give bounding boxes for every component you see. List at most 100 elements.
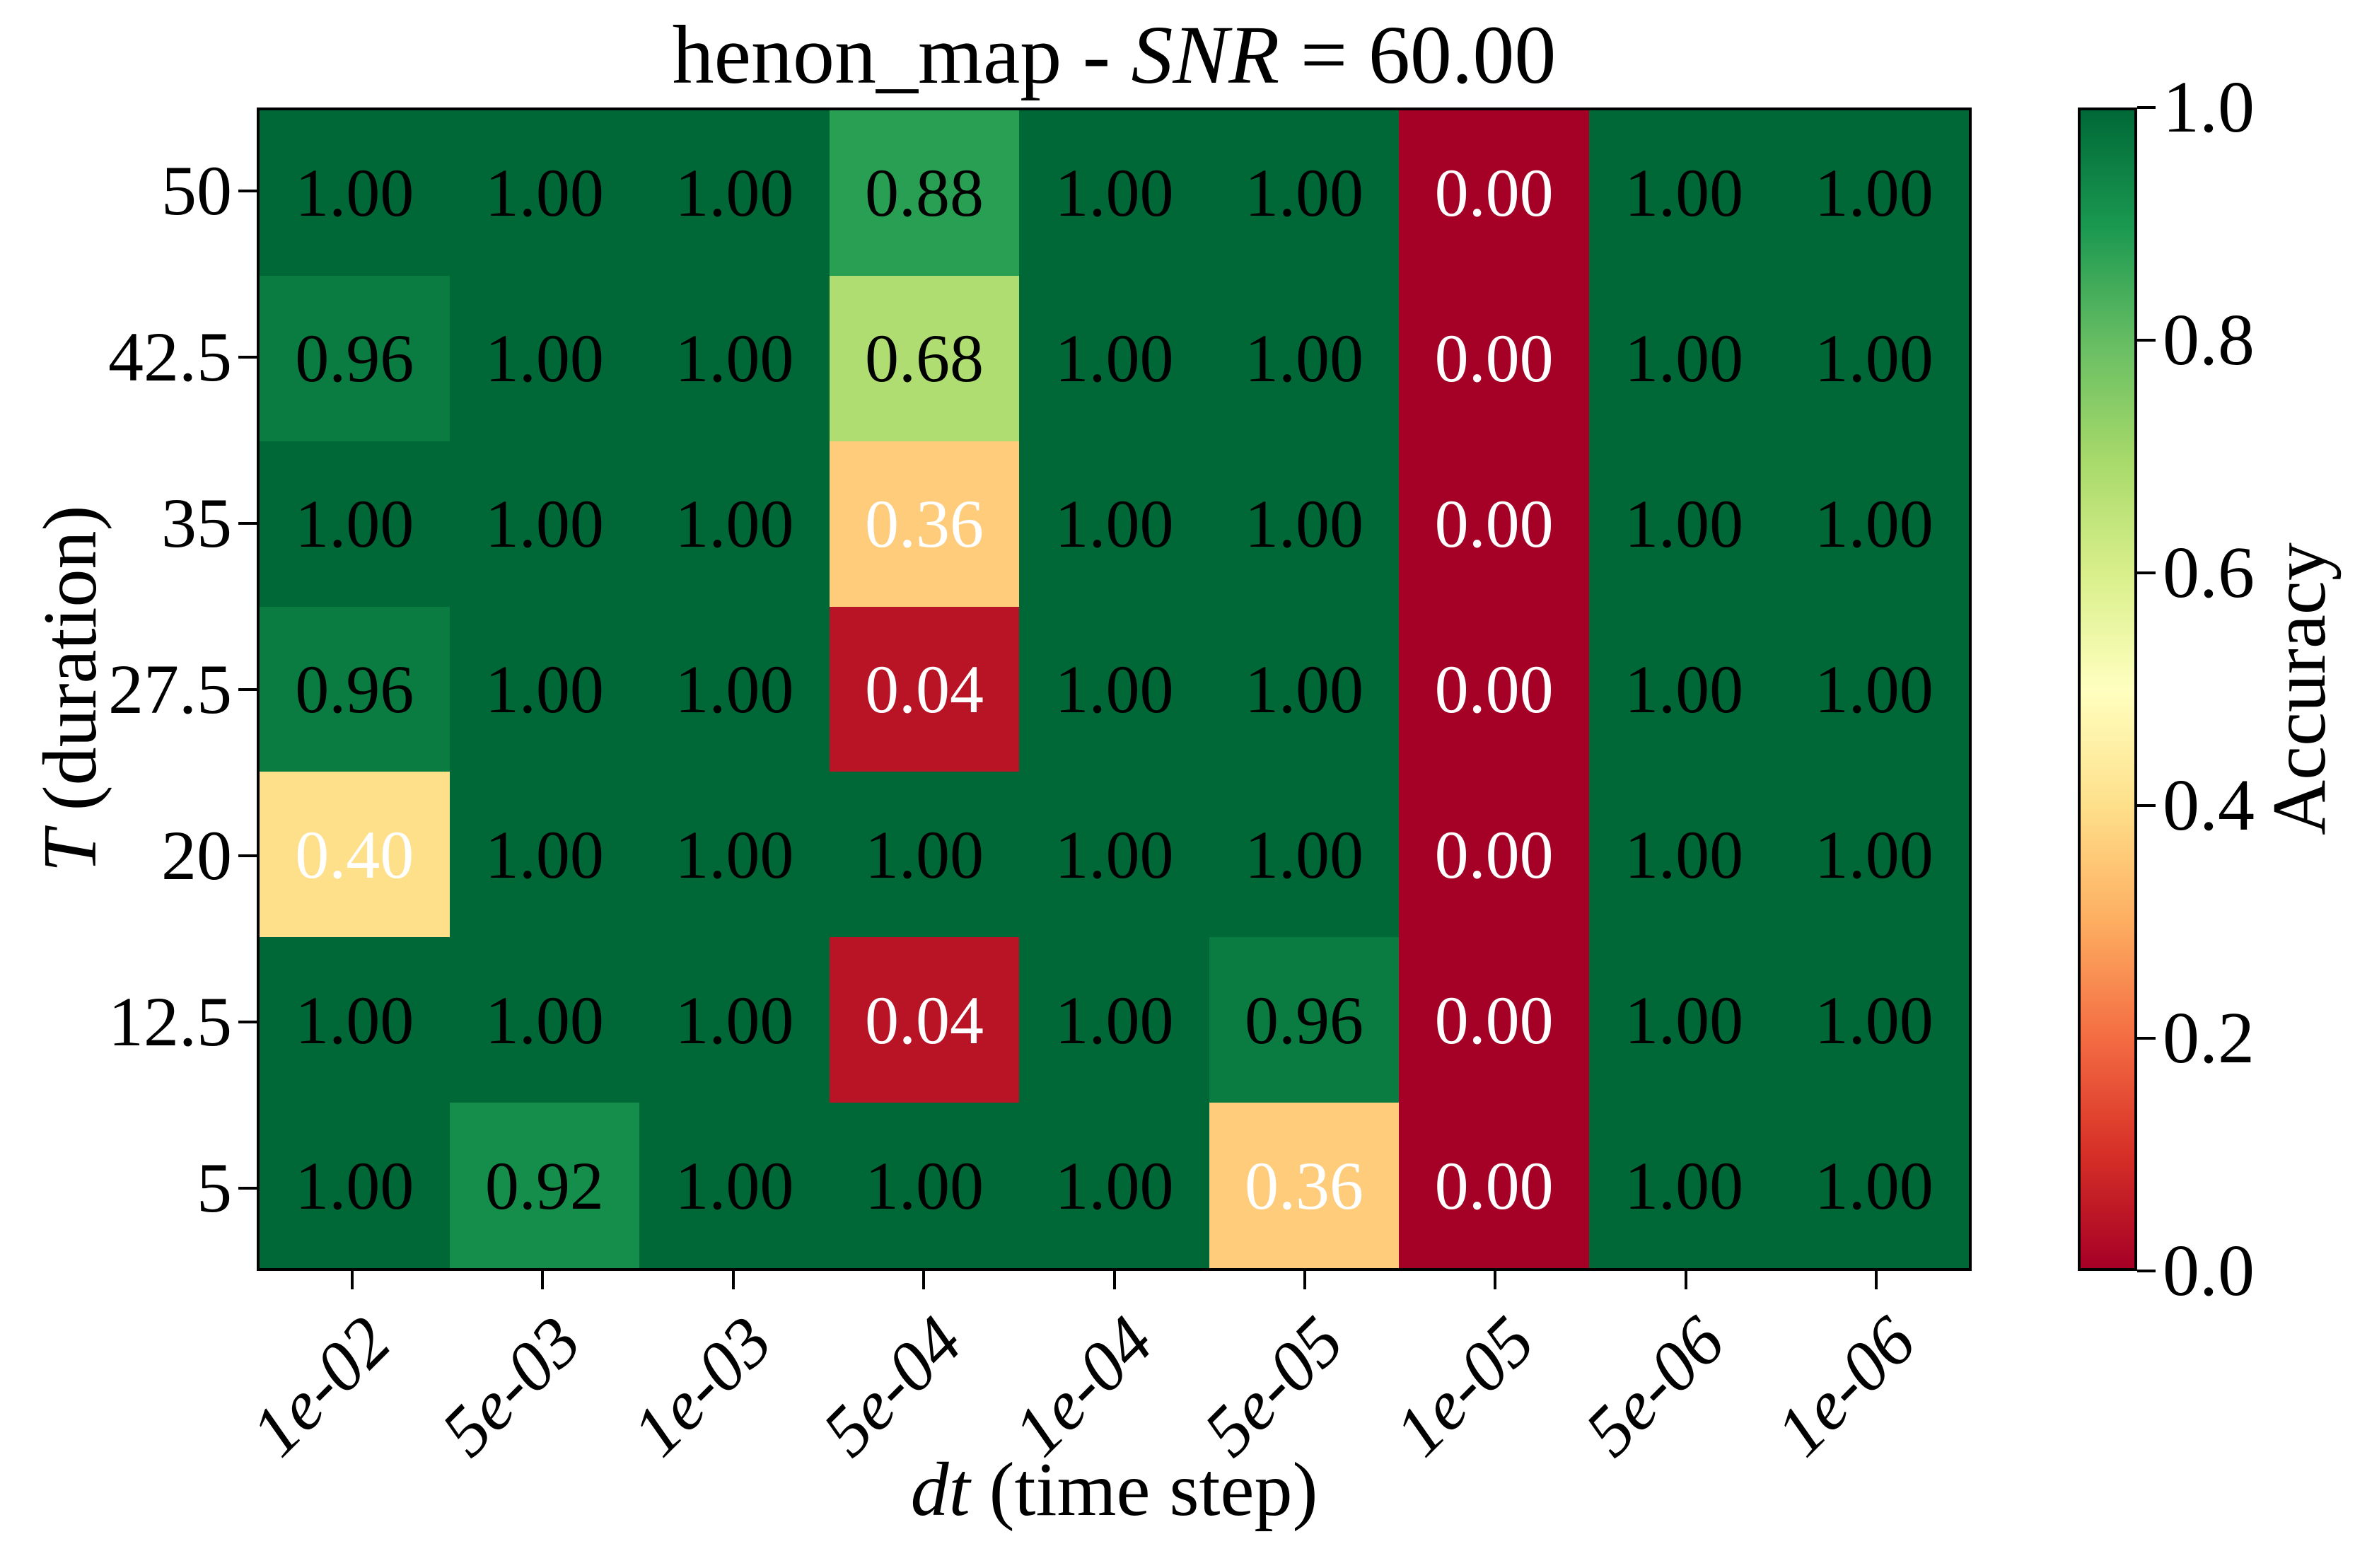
- x-axis-label-text: (time step): [970, 1448, 1318, 1532]
- heatmap-cell: 1.00: [639, 606, 830, 772]
- heatmap-cell-value: 1.00: [1624, 651, 1744, 727]
- heatmap-cell: 1.00: [829, 1103, 1020, 1268]
- x-tick-mark: [731, 1271, 735, 1289]
- colorbar-tick-mark: [2137, 571, 2156, 574]
- heatmap-cell: 1.00: [449, 110, 640, 276]
- heatmap-cell-value: 1.00: [864, 1147, 984, 1224]
- heatmap-cell-value: 0.00: [1434, 1147, 1554, 1224]
- heatmap-cell: 1.00: [449, 606, 640, 772]
- heatmap-cell-value: 1.00: [484, 651, 604, 727]
- title-snr-symbol: SNR: [1131, 8, 1280, 101]
- y-tick-label: 27.5: [108, 649, 232, 728]
- heatmap-plot-area: 1.00 1.00 1.00 0.88 1.00 1.00 0.00 1.00 1.00 0.96…: [257, 108, 1972, 1271]
- colorbar-label: Accuracy: [2257, 542, 2342, 835]
- heatmap-cell-value: 1.00: [675, 320, 794, 397]
- heatmap-cell-value: 1.00: [484, 982, 604, 1058]
- heatmap-cell: 1.00: [639, 1103, 830, 1268]
- heatmap-cell: 0.96: [1209, 937, 1400, 1103]
- heatmap-cell: 0.00: [1399, 110, 1589, 276]
- heatmap-cell: 1.00: [639, 441, 830, 607]
- heatmap-cell: 1.00: [260, 1103, 450, 1268]
- heatmap-cell: 1.00: [449, 937, 640, 1103]
- heatmap-cell: 1.00: [1779, 772, 1969, 938]
- heatmap-cell-value: 1.00: [675, 155, 794, 231]
- heatmap-cell-value: 1.00: [1814, 320, 1934, 397]
- heatmap-cell: 1.00: [1209, 772, 1400, 938]
- heatmap-cell: 0.00: [1399, 1103, 1589, 1268]
- heatmap-cell: 1.00: [1588, 606, 1779, 772]
- heatmap-cell: 1.00: [1209, 606, 1400, 772]
- x-tick-mark: [1112, 1271, 1116, 1289]
- heatmap-cell-value: 1.00: [1814, 486, 1934, 562]
- heatmap-cell-value: 1.00: [1814, 651, 1934, 727]
- y-tick-mark: [238, 1020, 257, 1023]
- y-tick-mark: [238, 687, 257, 691]
- colorbar-tick-label: 0.4: [2163, 765, 2255, 846]
- heatmap-cell: 0.36: [829, 441, 1020, 607]
- heatmap-cell-value: 1.00: [675, 982, 794, 1058]
- heatmap-cell-value: 1.00: [675, 1147, 794, 1224]
- heatmap-cell-value: 0.04: [864, 982, 984, 1058]
- heatmap-cell: 1.00: [1019, 275, 1209, 441]
- heatmap-cell: 0.68: [829, 275, 1020, 441]
- colorbar-tick-label: 0.0: [2163, 1230, 2255, 1311]
- colorbar-tick-label: 0.6: [2163, 532, 2255, 613]
- heatmap-cell-value: 1.00: [484, 155, 604, 231]
- heatmap-cell: 1.00: [639, 937, 830, 1103]
- heatmap-cell-value: 1.00: [1814, 1147, 1934, 1224]
- heatmap-cell: 0.88: [829, 110, 1020, 276]
- heatmap-cell-value: 0.00: [1434, 651, 1554, 727]
- heatmap-cell: 1.00: [1779, 110, 1969, 276]
- heatmap-cell-value: 0.00: [1434, 320, 1554, 397]
- heatmap-cell-value: 1.00: [1245, 320, 1364, 397]
- heatmap-cell: 1.00: [449, 441, 640, 607]
- heatmap-cell-value: 0.04: [864, 651, 984, 727]
- y-tick-mark: [238, 521, 257, 525]
- x-axis-label: dt (time step): [257, 1444, 1972, 1536]
- heatmap-cell-value: 1.00: [1814, 816, 1934, 893]
- x-tick-mark: [922, 1271, 926, 1289]
- x-tick-mark: [350, 1271, 354, 1289]
- heatmap-cell: 1.00: [1588, 110, 1779, 276]
- y-tick-label: 42.5: [108, 317, 232, 396]
- heatmap-cell: 1.00: [1588, 441, 1779, 607]
- heatmap-cell-value: 1.00: [1245, 816, 1364, 893]
- y-tick-label: 5: [197, 1148, 232, 1227]
- heatmap-cell-value: 1.00: [1054, 651, 1174, 727]
- heatmap-cell: 1.00: [829, 772, 1020, 938]
- x-tick-mark: [1684, 1271, 1687, 1289]
- heatmap-cell-value: 1.00: [484, 320, 604, 397]
- chart-title: henon_map - SNR = 60.00: [257, 0, 1972, 110]
- heatmap-cell-value: 0.36: [1245, 1147, 1364, 1224]
- x-tick-mark: [1303, 1271, 1306, 1289]
- heatmap-cell-value: 1.00: [484, 816, 604, 893]
- heatmap-cell-value: 1.00: [1624, 155, 1744, 231]
- heatmap-cell-value: 1.00: [295, 1147, 414, 1224]
- x-tick-mark: [1494, 1271, 1497, 1289]
- heatmap-cell-value: 1.00: [1245, 486, 1364, 562]
- heatmap-cell: 0.40: [260, 772, 450, 938]
- y-axis-label: T (duration): [28, 506, 113, 873]
- heatmap-cell-value: 1.00: [675, 486, 794, 562]
- heatmap-cell: 1.00: [1588, 772, 1779, 938]
- heatmap-cell: 1.00: [1588, 937, 1779, 1103]
- heatmap-cell: 1.00: [1588, 275, 1779, 441]
- heatmap-cell-value: 1.00: [1814, 155, 1934, 231]
- heatmap-cell: 1.00: [260, 441, 450, 607]
- heatmap-cell: 1.00: [1779, 606, 1969, 772]
- heatmap-cell-value: 1.00: [1245, 651, 1364, 727]
- heatmap-cell: 1.00: [1209, 110, 1400, 276]
- heatmap-cell-value: 1.00: [1624, 486, 1744, 562]
- heatmap-cell: 1.00: [449, 275, 640, 441]
- heatmap-cell-value: 0.00: [1434, 486, 1554, 562]
- y-axis-label-text: (duration): [28, 505, 112, 830]
- colorbar-tick-mark: [2137, 1270, 2156, 1272]
- heatmap-cell-value: 0.88: [864, 155, 984, 231]
- colorbar-tick-mark: [2137, 106, 2156, 109]
- colorbar-tick-label: 1.0: [2163, 66, 2255, 148]
- heatmap-cell-value: 0.00: [1434, 816, 1554, 893]
- heatmap-cell: 1.00: [449, 772, 640, 938]
- heatmap-cell: 0.00: [1399, 275, 1589, 441]
- heatmap-cell: 1.00: [1019, 441, 1209, 607]
- heatmap-cell-value: 1.00: [1814, 982, 1934, 1058]
